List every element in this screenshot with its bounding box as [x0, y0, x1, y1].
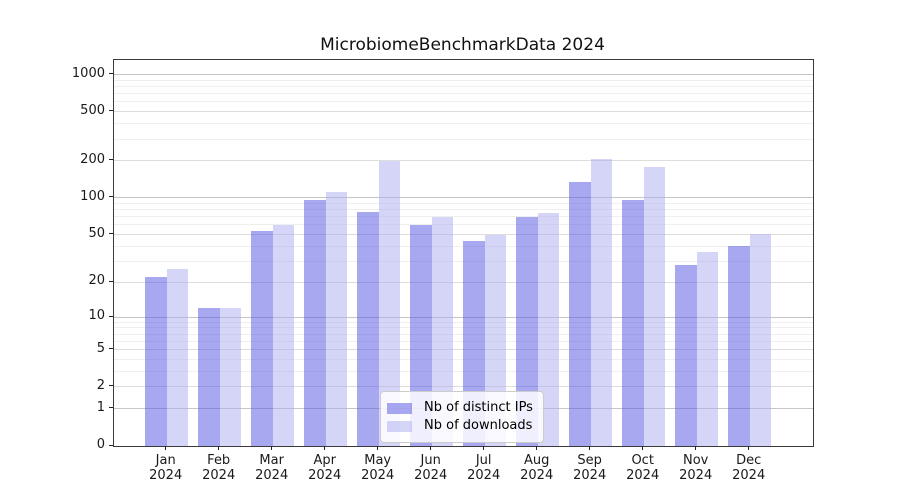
- bar-feb-downloads: [219, 308, 242, 446]
- x-tick-label: Aug 2024: [520, 453, 554, 483]
- gridline-minor: [114, 216, 813, 218]
- legend-item-distinct-ips: Nb of distinct IPs: [387, 399, 533, 417]
- y-tick-label: 200: [80, 151, 105, 167]
- x-tick: [430, 446, 432, 450]
- gridline-major: [114, 160, 813, 162]
- x-tick: [218, 446, 220, 450]
- gridline-minor: [114, 101, 813, 103]
- x-tick-label: Apr 2024: [308, 453, 342, 483]
- gridline-major: [114, 111, 813, 113]
- gridline-major: [114, 197, 813, 199]
- x-tick-label: May 2024: [361, 453, 395, 483]
- x-tick-label: Mar 2024: [255, 453, 289, 483]
- legend-swatch-distinct-ips: [387, 402, 412, 414]
- y-tick-label: 1000: [71, 65, 105, 81]
- y-tick-label: 20: [88, 273, 105, 289]
- chart-title: MicrobiomeBenchmarkData 2024: [320, 35, 605, 55]
- x-tick: [324, 446, 326, 450]
- bar-jan-downloads: [166, 268, 189, 446]
- y-tick-label: 50: [88, 225, 105, 241]
- y-tick-label: 500: [80, 102, 105, 118]
- y-tick-label: 0: [96, 437, 105, 452]
- gridline-major: [114, 74, 813, 76]
- x-tick-label: Jan 2024: [149, 453, 183, 483]
- x-tick-label: Jul 2024: [467, 453, 501, 483]
- x-tick: [589, 446, 591, 450]
- gridline-minor: [114, 123, 813, 125]
- bar-feb-distinct-ips: [198, 308, 220, 446]
- bar-sep-distinct-ips: [569, 182, 591, 446]
- x-tick: [748, 446, 750, 450]
- x-tick: [536, 446, 538, 450]
- x-tick-label: Nov 2024: [679, 453, 713, 483]
- y-tick-label: 5: [96, 340, 105, 356]
- y-tick: [109, 110, 113, 112]
- plot-area: Nb of distinct IPs Nb of downloads: [113, 59, 814, 447]
- bar-may-downloads: [378, 160, 401, 446]
- bar-dec-distinct-ips: [728, 246, 750, 446]
- gridline-minor: [114, 93, 813, 95]
- bar-mar-distinct-ips: [251, 230, 273, 446]
- bar-jun-distinct-ips: [410, 224, 432, 446]
- x-tick-label: Feb 2024: [202, 453, 236, 483]
- gridline-major: [114, 234, 813, 236]
- bar-nov-downloads: [696, 251, 719, 446]
- bar-aug-downloads: [537, 213, 560, 446]
- legend: Nb of distinct IPs Nb of downloads: [380, 391, 544, 443]
- gridline-minor: [114, 79, 813, 81]
- bar-dec-downloads: [749, 233, 772, 446]
- y-tick: [109, 385, 113, 387]
- bar-apr-downloads: [325, 191, 348, 446]
- legend-label-downloads: Nb of downloads: [424, 418, 533, 433]
- x-tick-label: Dec 2024: [732, 453, 766, 483]
- bar-jan-distinct-ips: [145, 277, 167, 446]
- y-tick: [109, 280, 113, 282]
- gridline-minor: [114, 209, 813, 211]
- y-tick-label: 1: [96, 399, 105, 415]
- x-tick-label: Sep 2024: [573, 453, 607, 483]
- bar-may-distinct-ips: [357, 211, 379, 446]
- x-tick: [165, 446, 167, 450]
- y-tick: [109, 407, 113, 409]
- bar-oct-downloads: [643, 166, 666, 446]
- y-tick: [109, 73, 113, 75]
- y-tick: [109, 233, 113, 235]
- legend-swatch-downloads: [387, 420, 412, 432]
- x-tick-label: Oct 2024: [626, 453, 660, 483]
- x-tick-label: Jun 2024: [414, 453, 448, 483]
- bar-aug-distinct-ips: [516, 216, 538, 446]
- y-tick-label: 100: [80, 188, 105, 204]
- y-tick: [109, 348, 113, 350]
- bar-apr-distinct-ips: [304, 199, 326, 446]
- bar-nov-distinct-ips: [675, 264, 697, 446]
- x-tick: [642, 446, 644, 450]
- bar-oct-distinct-ips: [622, 199, 644, 446]
- gridline-minor: [114, 86, 813, 88]
- legend-label-distinct-ips: Nb of distinct IPs: [424, 400, 533, 415]
- bar-sep-downloads: [590, 158, 613, 446]
- y-tick: [109, 444, 113, 446]
- y-tick-label: 10: [88, 308, 105, 324]
- bar-mar-downloads: [272, 224, 295, 446]
- gridline-minor: [114, 224, 813, 226]
- x-tick: [483, 446, 485, 450]
- x-tick: [271, 446, 273, 450]
- x-tick: [377, 446, 379, 450]
- x-tick: [695, 446, 697, 450]
- bar-jun-downloads: [431, 216, 454, 446]
- legend-item-downloads: Nb of downloads: [387, 417, 533, 435]
- y-tick-label: 2: [96, 377, 105, 393]
- y-tick: [109, 315, 113, 317]
- y-tick: [109, 196, 113, 198]
- y-tick: [109, 159, 113, 161]
- gridline-minor: [114, 138, 813, 140]
- gridline-minor: [114, 202, 813, 204]
